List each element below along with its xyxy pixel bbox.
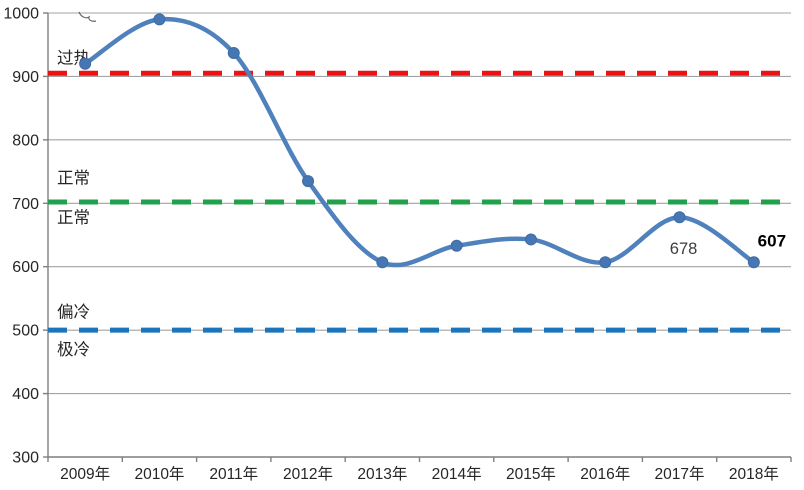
x-tick-label: 2010年 (134, 465, 184, 483)
y-tick-label: 900 (12, 69, 39, 86)
artifact-mark (78, 11, 97, 22)
x-tick-label: 2016年 (580, 465, 630, 483)
x-tick-label: 2009年 (60, 465, 110, 483)
data-point-marker (524, 233, 537, 246)
series-line (82, 16, 757, 268)
point-label: 678 (670, 240, 698, 258)
data-point-marker (376, 256, 389, 269)
data-point-marker (153, 13, 166, 26)
x-tick-label: 2013年 (357, 465, 407, 483)
zone-label: 偏冷 (57, 303, 90, 322)
x-tick-label: 2018年 (729, 465, 779, 483)
zone-label: 极冷 (57, 340, 90, 359)
data-point-marker (673, 211, 686, 224)
x-tick-label: 2017年 (655, 465, 705, 483)
data-point-marker (747, 256, 760, 269)
x-tick-label: 2011年 (209, 465, 258, 483)
data-point-marker (599, 256, 612, 269)
x-tick-label: 2015年 (506, 465, 556, 483)
zone-label: 正常 (57, 168, 90, 187)
data-point-marker (79, 57, 92, 70)
x-tick-label: 2014年 (432, 465, 482, 483)
data-point-marker (450, 239, 463, 252)
point-label: 607 (758, 231, 786, 250)
data-point-marker (302, 175, 315, 188)
zone-label: 正常 (57, 208, 90, 227)
y-tick-label: 1000 (3, 6, 39, 23)
x-tick-label: 2012年 (283, 465, 333, 483)
y-tick-label: 800 (12, 132, 39, 149)
y-tick-label: 700 (12, 196, 39, 213)
y-tick-label: 400 (12, 386, 39, 403)
data-point-marker (227, 46, 240, 59)
y-tick-label: 300 (12, 450, 39, 467)
y-tick-label: 600 (12, 259, 39, 276)
y-tick-label: 500 (12, 323, 39, 340)
